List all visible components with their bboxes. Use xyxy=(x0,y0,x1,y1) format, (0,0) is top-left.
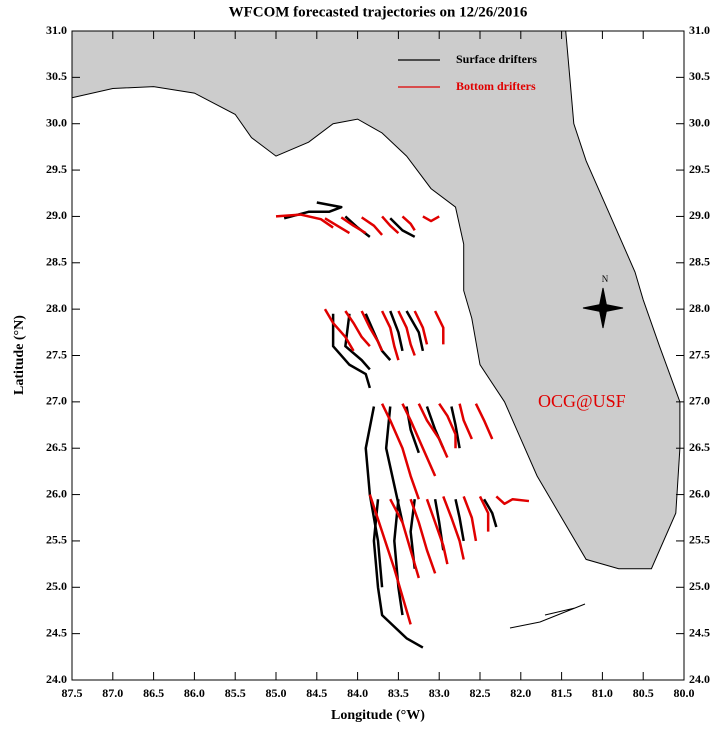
trajectory xyxy=(360,216,384,236)
x-tick-label: 84.0 xyxy=(347,686,368,700)
y-tick-label: 29.5 xyxy=(46,162,67,176)
y-tick-label: 29.0 xyxy=(46,208,67,222)
trajectory xyxy=(344,310,371,348)
y-tick-label: 26.5 xyxy=(46,440,67,454)
y-tick-label: 25.0 xyxy=(689,579,710,593)
compass-ew xyxy=(582,303,624,313)
x-tick-label: 80.5 xyxy=(633,686,654,700)
y-tick-label: 29.5 xyxy=(689,162,710,176)
trajectory xyxy=(380,310,400,361)
legend-label: Surface drifters xyxy=(456,52,537,66)
trajectory xyxy=(324,217,351,235)
trajectory xyxy=(389,310,404,352)
trajectory xyxy=(331,313,372,389)
trajectory xyxy=(425,498,449,565)
x-tick-label: 85.0 xyxy=(266,686,287,700)
y-tick-label: 30.5 xyxy=(689,69,710,83)
y-tick-label: 27.0 xyxy=(46,394,67,408)
y-tick-label: 24.5 xyxy=(689,625,710,639)
trajectory xyxy=(478,495,490,532)
y-tick-label: 26.0 xyxy=(689,486,710,500)
trajectory xyxy=(442,495,465,560)
x-tick-label: 87.0 xyxy=(102,686,123,700)
trajectory xyxy=(405,310,425,352)
trajectory xyxy=(474,403,494,440)
compass xyxy=(582,287,624,329)
y-tick-label: 25.5 xyxy=(46,533,67,547)
y-tick-label: 26.5 xyxy=(689,440,710,454)
trajectory xyxy=(389,498,420,579)
x-tick-label: 81.5 xyxy=(551,686,572,700)
y-tick-label: 25.5 xyxy=(689,533,710,547)
x-tick-label: 80.0 xyxy=(674,686,695,700)
trajectory xyxy=(483,498,498,528)
trajectory xyxy=(422,215,440,223)
keys xyxy=(509,603,586,629)
legend-label: Bottom drifters xyxy=(456,79,536,93)
trajectory xyxy=(401,403,437,477)
y-tick-label: 29.0 xyxy=(689,208,710,222)
x-tick-label: 82.0 xyxy=(510,686,531,700)
x-tick-label: 86.5 xyxy=(143,686,164,700)
y-tick-label: 28.0 xyxy=(689,301,710,315)
y-tick-label: 31.0 xyxy=(46,23,67,37)
x-tick-label: 86.0 xyxy=(184,686,205,700)
x-tick-label: 83.0 xyxy=(429,686,450,700)
y-tick-label: 27.5 xyxy=(46,347,67,361)
trajectory xyxy=(344,313,371,371)
trajectory xyxy=(462,495,478,542)
y-tick-label: 24.0 xyxy=(46,672,67,686)
x-tick-label: 85.5 xyxy=(225,686,246,700)
y-tick-label: 27.5 xyxy=(689,347,710,361)
trajectory xyxy=(397,310,416,356)
x-axis-label: Longitude (°W) xyxy=(331,708,425,723)
y-tick-label: 30.5 xyxy=(46,69,67,83)
land xyxy=(71,30,681,570)
trajectory xyxy=(389,217,416,238)
y-tick-label: 28.5 xyxy=(689,255,710,269)
x-tick-label: 82.5 xyxy=(470,686,491,700)
trajectory xyxy=(372,499,424,649)
trajectory xyxy=(323,308,355,352)
annotation: OCG@USF xyxy=(538,391,626,411)
trajectory xyxy=(409,498,437,574)
y-tick-label: 27.0 xyxy=(689,394,710,408)
trajectory xyxy=(433,310,445,345)
trajectory xyxy=(413,310,429,345)
trajectory xyxy=(360,310,384,352)
y-axis-label: Latitude (°N) xyxy=(12,315,27,395)
plot-frame xyxy=(71,30,685,681)
y-tick-label: 28.0 xyxy=(46,301,67,315)
trajectory xyxy=(275,213,334,229)
trajectory xyxy=(458,403,473,440)
trajectory xyxy=(454,498,465,542)
y-tick-label: 24.5 xyxy=(46,625,67,639)
y-tick-label: 25.0 xyxy=(46,579,67,593)
y-tick-label: 24.0 xyxy=(689,672,710,686)
x-tick-label: 84.5 xyxy=(306,686,327,700)
x-tick-label: 81.0 xyxy=(592,686,613,700)
trajectory xyxy=(417,403,449,458)
chart-title: WFCOM forecasted trajectories on 12/26/2… xyxy=(229,4,528,20)
trajectory xyxy=(381,215,400,235)
trajectory xyxy=(380,403,420,500)
y-tick-label: 28.5 xyxy=(46,255,67,269)
trajectory xyxy=(340,216,367,235)
trajectory xyxy=(368,494,412,625)
x-tick-label: 83.5 xyxy=(388,686,409,700)
trajectory xyxy=(393,499,404,616)
trajectory xyxy=(495,495,530,506)
compass-label: N xyxy=(602,274,609,284)
trajectory xyxy=(401,215,416,232)
trajectory xyxy=(438,403,457,449)
y-tick-label: 31.0 xyxy=(689,23,710,37)
y-tick-label: 30.0 xyxy=(46,115,67,129)
y-tick-label: 26.0 xyxy=(46,486,67,500)
y-tick-label: 30.0 xyxy=(689,115,710,129)
trajectory xyxy=(450,406,461,449)
x-tick-label: 87.5 xyxy=(62,686,83,700)
